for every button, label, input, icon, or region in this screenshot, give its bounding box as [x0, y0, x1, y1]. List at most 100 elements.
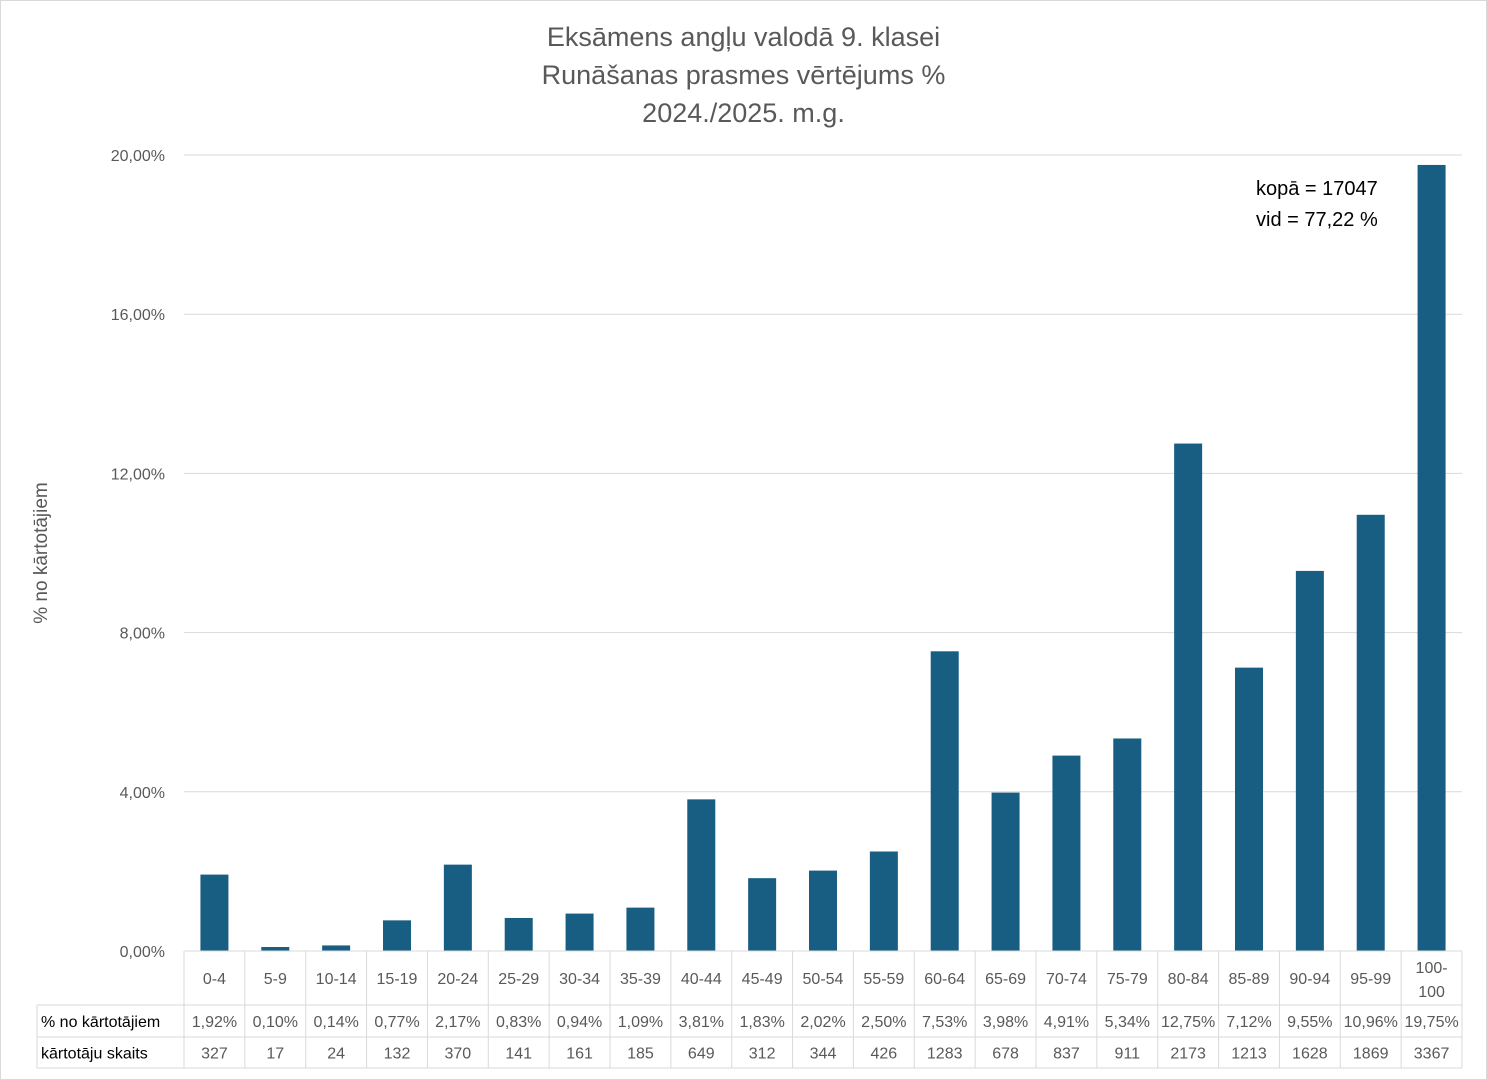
x-tick-label: 45-49: [742, 971, 783, 988]
bar: [869, 851, 898, 951]
table-cell: 678: [992, 1046, 1019, 1063]
table-cell: 1869: [1353, 1046, 1389, 1063]
table-cell: 426: [871, 1046, 898, 1063]
bar: [1295, 570, 1324, 951]
bar: [930, 651, 959, 951]
table-cell: 5,34%: [1105, 1014, 1150, 1031]
x-tick-label: 95-99: [1350, 971, 1391, 988]
y-tick-label: 12,00%: [111, 466, 165, 483]
table-cell: 9,55%: [1287, 1014, 1332, 1031]
bar: [1113, 738, 1142, 951]
table-cell: 2,02%: [800, 1014, 845, 1031]
x-tick-label: 65-69: [985, 971, 1026, 988]
y-tick-label: 0,00%: [120, 944, 165, 961]
y-tick-label: 4,00%: [120, 785, 165, 802]
bar: [383, 920, 411, 951]
x-tick-label: 90-94: [1289, 971, 1330, 988]
table-cell: 1,09%: [618, 1014, 663, 1031]
bar: [748, 878, 777, 951]
table-cell: 3,81%: [679, 1014, 724, 1031]
table-cell: 185: [627, 1046, 654, 1063]
table-cell: 1283: [927, 1046, 963, 1063]
chart-title-line-3: 2024./2025. m.g.: [642, 98, 845, 128]
table-cell: 2173: [1170, 1046, 1206, 1063]
table-cell: 141: [505, 1046, 532, 1063]
table-cell: 0,10%: [253, 1014, 298, 1031]
summary-annotation: kopā = 17047 vid = 77,22 %: [1256, 174, 1378, 236]
x-tick-label: 55-59: [863, 971, 904, 988]
table-cell: 649: [688, 1046, 715, 1063]
chart-title-line-2: Runāšanas prasmes vērtējums %: [541, 60, 946, 90]
table-cell: 3367: [1414, 1046, 1450, 1063]
x-tick-label: 85-89: [1229, 971, 1270, 988]
table-cell: 1628: [1292, 1046, 1328, 1063]
x-tick-label: 80-84: [1168, 971, 1209, 988]
y-tick-label: 20,00%: [111, 148, 165, 165]
bar: [504, 917, 533, 951]
annotation-average: vid = 77,22 %: [1256, 209, 1378, 231]
x-tick-label: 0-4: [203, 971, 226, 988]
chart-title-line-1: Eksāmens angļu valodā 9. klasei: [546, 22, 941, 52]
x-tick-label: 15-19: [377, 971, 418, 988]
table-cell: 312: [749, 1046, 776, 1063]
annotation-total: kopā = 17047: [1256, 178, 1378, 200]
table-cell: 2,17%: [435, 1014, 480, 1031]
bar: [1417, 164, 1446, 951]
table-cell: 161: [566, 1046, 593, 1063]
x-tick-label: 100: [1418, 984, 1445, 1001]
table-row-label: % no kārtotājiem: [41, 1014, 160, 1031]
x-tick-label: 100-: [1416, 960, 1448, 977]
table-cell: 327: [201, 1046, 228, 1063]
x-tick-label: 30-34: [559, 971, 600, 988]
table-cell: 2,50%: [861, 1014, 906, 1031]
x-tick-label: 5-9: [264, 971, 287, 988]
y-tick-label: 8,00%: [120, 626, 165, 643]
bar: [809, 870, 837, 951]
table-cell: 1213: [1231, 1046, 1267, 1063]
table-cell: 0,77%: [374, 1014, 419, 1031]
x-tick-label: 75-79: [1107, 971, 1148, 988]
table-cell: 0,83%: [496, 1014, 541, 1031]
table-cell: 7,12%: [1226, 1014, 1271, 1031]
table-cell: 4,91%: [1044, 1014, 1089, 1031]
bar: [687, 799, 716, 951]
table-cell: 0,94%: [557, 1014, 602, 1031]
x-tick-label: 50-54: [803, 971, 844, 988]
table-cell: 837: [1053, 1046, 1080, 1063]
bar: [1235, 667, 1263, 951]
table-cell: 0,14%: [313, 1014, 358, 1031]
table-cell: 7,53%: [922, 1014, 967, 1031]
x-tick-label: 70-74: [1046, 971, 1087, 988]
table-cell: 10,96%: [1344, 1014, 1398, 1031]
table-cell: 344: [810, 1046, 837, 1063]
x-tick-label: 35-39: [620, 971, 661, 988]
table-cell: 12,75%: [1161, 1014, 1215, 1031]
table-cell: 911: [1115, 1046, 1141, 1063]
chart-title: Eksāmens angļu valodā 9. klasei Runāšana…: [0, 18, 1487, 132]
x-tick-label: 60-64: [924, 971, 965, 988]
bar: [1052, 755, 1081, 951]
bar: [1174, 443, 1203, 951]
table-cell: 1,92%: [192, 1014, 237, 1031]
x-tick-label: 25-29: [498, 971, 539, 988]
bar: [261, 947, 290, 951]
bar: [626, 907, 655, 951]
table-row-label: kārtotāju skaits: [41, 1046, 148, 1063]
table-cell: 132: [384, 1046, 411, 1063]
table-cell: 17: [266, 1046, 284, 1063]
bar: [991, 792, 1020, 951]
bar: [443, 864, 472, 951]
x-tick-label: 20-24: [437, 971, 478, 988]
table-cell: 3,98%: [983, 1014, 1028, 1031]
table-cell: 19,75%: [1404, 1014, 1458, 1031]
x-tick-label: 10-14: [316, 971, 357, 988]
bar: [565, 913, 594, 951]
table-cell: 1,83%: [739, 1014, 784, 1031]
bar: [1356, 514, 1385, 951]
bar: [322, 945, 351, 951]
bar: [200, 874, 229, 951]
table-cell: 24: [327, 1046, 345, 1063]
x-tick-label: 40-44: [681, 971, 722, 988]
table-cell: 370: [445, 1046, 472, 1063]
